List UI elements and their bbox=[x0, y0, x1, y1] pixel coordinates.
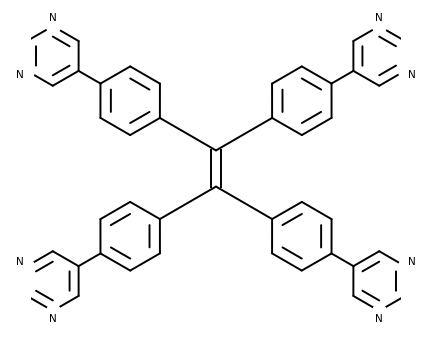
Text: N: N bbox=[408, 70, 416, 80]
Text: N: N bbox=[16, 257, 24, 267]
Text: N: N bbox=[375, 13, 383, 23]
Text: N: N bbox=[375, 314, 383, 324]
Text: N: N bbox=[49, 314, 57, 324]
Text: N: N bbox=[408, 257, 416, 267]
Text: N: N bbox=[49, 13, 57, 23]
Text: N: N bbox=[16, 70, 24, 80]
